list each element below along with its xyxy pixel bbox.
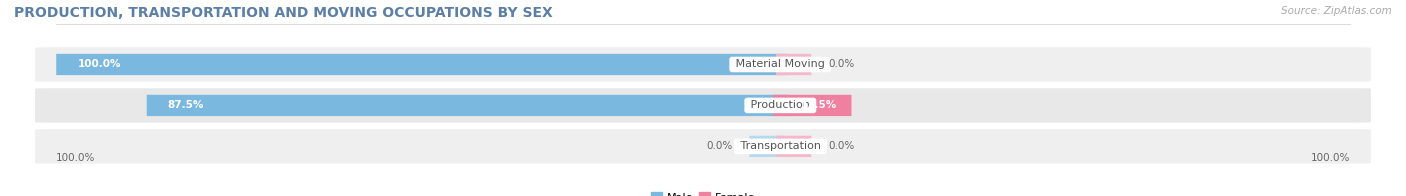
Text: 100.0%: 100.0% [1310,153,1350,163]
FancyBboxPatch shape [776,54,811,75]
FancyBboxPatch shape [56,54,787,75]
Text: 12.5%: 12.5% [801,100,838,110]
Text: PRODUCTION, TRANSPORTATION AND MOVING OCCUPATIONS BY SEX: PRODUCTION, TRANSPORTATION AND MOVING OC… [14,6,553,20]
Text: 0.0%: 0.0% [706,141,733,151]
Text: Source: ZipAtlas.com: Source: ZipAtlas.com [1281,6,1392,16]
Text: Production: Production [747,100,814,110]
FancyBboxPatch shape [35,88,1371,123]
Text: 87.5%: 87.5% [167,100,204,110]
FancyBboxPatch shape [749,136,785,157]
FancyBboxPatch shape [35,129,1371,164]
Text: 100.0%: 100.0% [56,153,96,163]
FancyBboxPatch shape [773,95,852,116]
Text: Transportation: Transportation [737,141,824,151]
Legend: Male, Female: Male, Female [647,188,759,196]
FancyBboxPatch shape [35,47,1371,82]
Text: 0.0%: 0.0% [828,141,855,151]
Text: Material Moving: Material Moving [733,59,828,69]
FancyBboxPatch shape [146,95,787,116]
Text: 100.0%: 100.0% [77,59,121,69]
FancyBboxPatch shape [776,136,811,157]
Text: 0.0%: 0.0% [828,59,855,69]
